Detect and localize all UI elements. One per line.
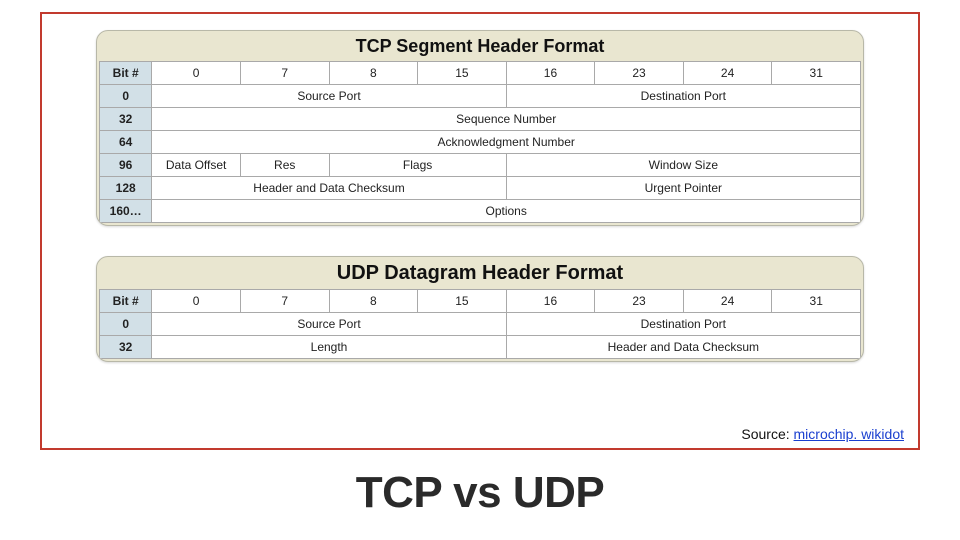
- bit-tick: 23: [595, 290, 684, 313]
- udp-row: 0 Source Port Destination Port: [100, 313, 861, 336]
- field: Res: [240, 154, 329, 177]
- bit-tick: 15: [418, 290, 507, 313]
- udp-bit-row: Bit # 0 7 8 15 16 23 24 31: [100, 290, 861, 313]
- row-offset: 0: [100, 313, 152, 336]
- bit-tick: 7: [240, 62, 329, 85]
- tcp-panel-title: TCP Segment Header Format: [99, 33, 861, 61]
- source-attribution: Source: microchip. wikidot: [741, 426, 904, 442]
- row-offset: 64: [100, 131, 152, 154]
- bit-tick: 8: [329, 62, 418, 85]
- row-offset: 96: [100, 154, 152, 177]
- field: Acknowledgment Number: [152, 131, 861, 154]
- udp-row: 32 Length Header and Data Checksum: [100, 336, 861, 359]
- tcp-panel: TCP Segment Header Format Bit # 0 7 8 15…: [96, 30, 864, 226]
- tcp-row: 0 Source Port Destination Port: [100, 85, 861, 108]
- row-offset: 160…: [100, 200, 152, 223]
- bit-tick: 24: [683, 290, 772, 313]
- bit-tick: 15: [418, 62, 507, 85]
- bit-tick: 7: [240, 290, 329, 313]
- field: Header and Data Checksum: [506, 336, 860, 359]
- row-offset: 0: [100, 85, 152, 108]
- field: Source Port: [152, 85, 506, 108]
- field: Window Size: [506, 154, 860, 177]
- field: Header and Data Checksum: [152, 177, 506, 200]
- udp-panel-title: UDP Datagram Header Format: [99, 259, 861, 289]
- bit-tick: 16: [506, 290, 595, 313]
- bordered-container: TCP Segment Header Format Bit # 0 7 8 15…: [40, 12, 920, 450]
- bit-tick: 23: [595, 62, 684, 85]
- row-offset: 32: [100, 336, 152, 359]
- tcp-table: Bit # 0 7 8 15 16 23 24 31 0 Source Port…: [99, 61, 861, 223]
- bit-tick: 31: [772, 62, 861, 85]
- bit-tick: 0: [152, 290, 241, 313]
- tcp-row: 96 Data Offset Res Flags Window Size: [100, 154, 861, 177]
- bit-tick: 0: [152, 62, 241, 85]
- row-offset: 32: [100, 108, 152, 131]
- source-link[interactable]: microchip. wikidot: [794, 426, 904, 442]
- source-prefix: Source:: [741, 426, 793, 442]
- field: Sequence Number: [152, 108, 861, 131]
- tcp-row: 128 Header and Data Checksum Urgent Poin…: [100, 177, 861, 200]
- bit-tick: 31: [772, 290, 861, 313]
- field: Destination Port: [506, 313, 860, 336]
- row-offset: 128: [100, 177, 152, 200]
- tcp-row: 64 Acknowledgment Number: [100, 131, 861, 154]
- bit-label: Bit #: [100, 290, 152, 313]
- tcp-bit-row: Bit # 0 7 8 15 16 23 24 31: [100, 62, 861, 85]
- field: Data Offset: [152, 154, 241, 177]
- tcp-row: 160… Options: [100, 200, 861, 223]
- field: Options: [152, 200, 861, 223]
- page-title: TCP vs UDP: [0, 468, 960, 518]
- bit-tick: 8: [329, 290, 418, 313]
- bit-tick: 16: [506, 62, 595, 85]
- bit-label: Bit #: [100, 62, 152, 85]
- field: Flags: [329, 154, 506, 177]
- field: Destination Port: [506, 85, 860, 108]
- udp-table: Bit # 0 7 8 15 16 23 24 31 0 Source Port…: [99, 289, 861, 359]
- field: Urgent Pointer: [506, 177, 860, 200]
- udp-panel: UDP Datagram Header Format Bit # 0 7 8 1…: [96, 256, 864, 362]
- bit-tick: 24: [683, 62, 772, 85]
- field: Length: [152, 336, 506, 359]
- field: Source Port: [152, 313, 506, 336]
- tcp-row: 32 Sequence Number: [100, 108, 861, 131]
